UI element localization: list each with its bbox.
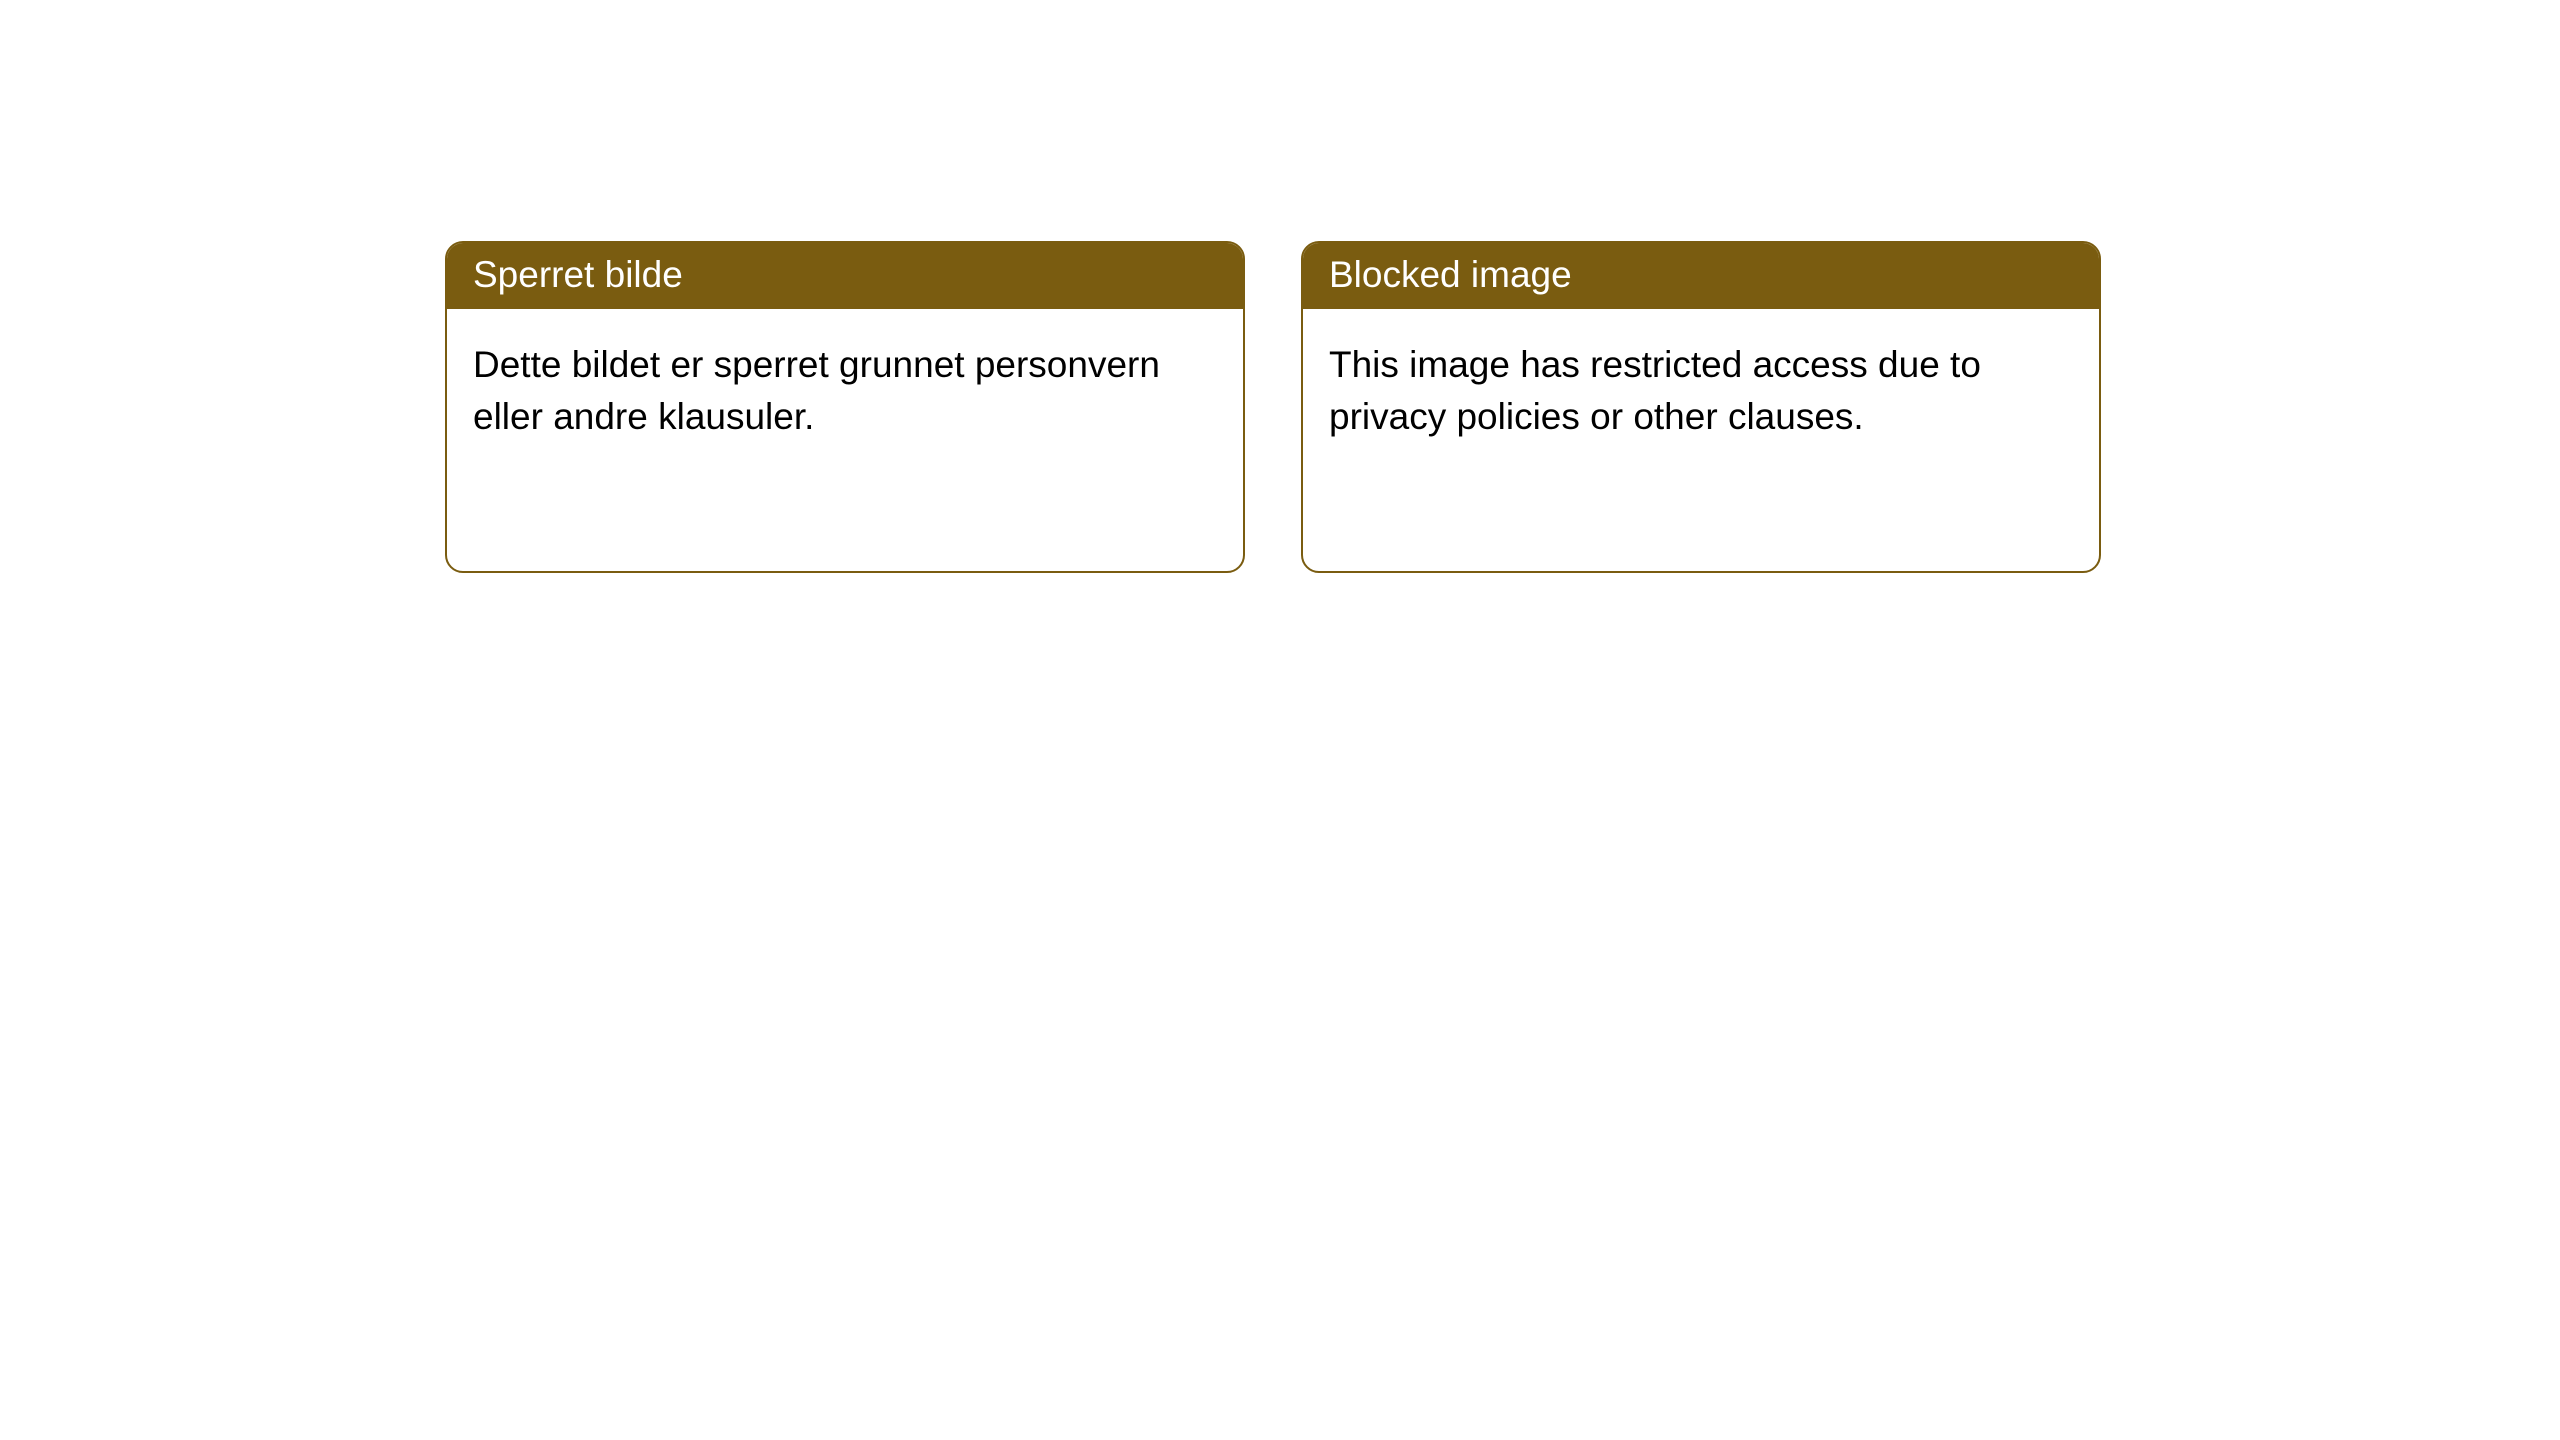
card-header-norwegian: Sperret bilde — [447, 243, 1243, 309]
notice-cards-container: Sperret bilde Dette bildet er sperret gr… — [445, 241, 2101, 573]
blocked-image-card-norwegian: Sperret bilde Dette bildet er sperret gr… — [445, 241, 1245, 573]
blocked-image-card-english: Blocked image This image has restricted … — [1301, 241, 2101, 573]
card-header-english: Blocked image — [1303, 243, 2099, 309]
card-body-norwegian: Dette bildet er sperret grunnet personve… — [447, 309, 1243, 571]
card-body-english: This image has restricted access due to … — [1303, 309, 2099, 571]
